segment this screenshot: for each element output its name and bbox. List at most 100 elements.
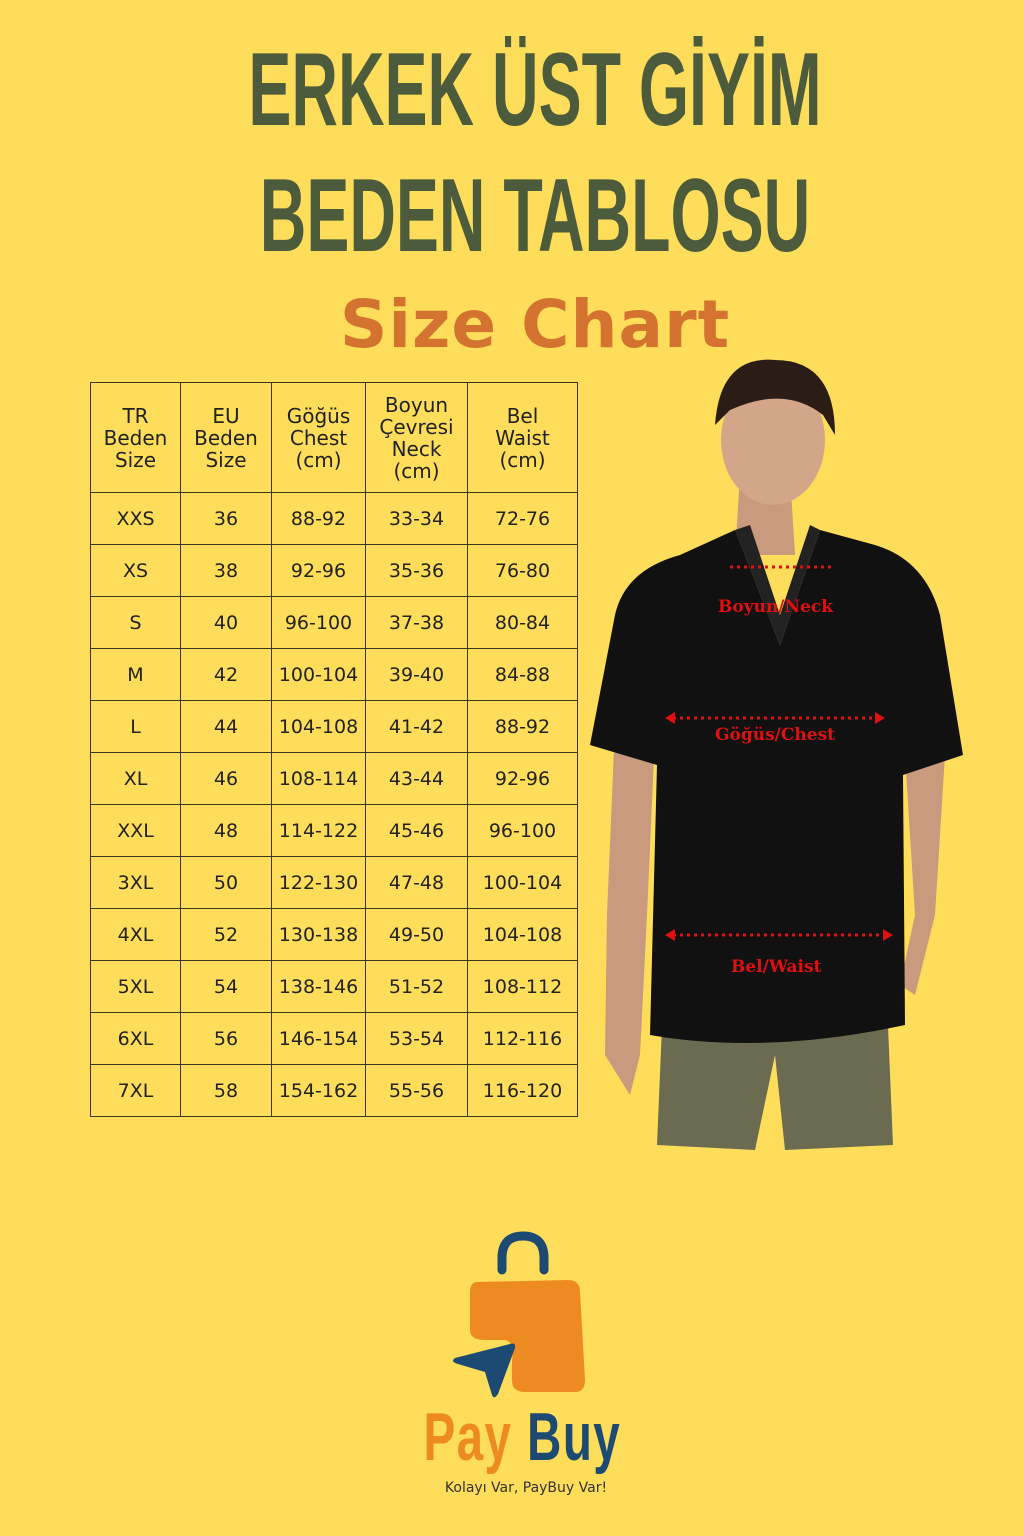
- table-row: S 40 96-100 37-38 80-84: [90, 596, 578, 649]
- table-row: XXL 48 114-122 45-46 96-100: [90, 804, 578, 857]
- table-cell: 4XL: [90, 908, 181, 961]
- table-row: 5XL 54 138-146 51-52 108-112: [90, 960, 578, 1013]
- table-cell: 55-56: [365, 1064, 468, 1117]
- table-cell: 33-34: [365, 492, 468, 545]
- table-cell: 7XL: [90, 1064, 181, 1117]
- header-line: Size: [205, 447, 247, 472]
- table-cell: 44: [180, 700, 272, 753]
- size-table: TR Beden Size EU Beden Size Göğüs Chest (cm) Boyu…: [90, 382, 578, 1117]
- table-cell: 46: [180, 752, 272, 805]
- table-cell: 104-108: [467, 908, 578, 961]
- table-cell: 112-116: [467, 1012, 578, 1065]
- model-photo: Boyun/Neck Göğüs/Chest Bel/Waist: [585, 355, 965, 1150]
- table-cell: 58: [180, 1064, 272, 1117]
- table-cell: 39-40: [365, 648, 468, 701]
- table-cell: 92-96: [467, 752, 578, 805]
- table-cell: XXS: [90, 492, 181, 545]
- table-cell: 108-114: [271, 752, 366, 805]
- size-chart-subtitle: Size Chart: [339, 286, 731, 363]
- brand-pay: Pay: [423, 1399, 513, 1475]
- table-row: 6XL 56 146-154 53-54 112-116: [90, 1012, 578, 1065]
- table-cell: 104-108: [271, 700, 366, 753]
- brand-buy: Buy: [527, 1399, 622, 1475]
- table-cell: 114-122: [271, 804, 366, 857]
- table-cell: L: [90, 700, 181, 753]
- header-line: Chest: [289, 425, 348, 450]
- table-cell: 80-84: [467, 596, 578, 649]
- header-line: Çevresi: [379, 414, 454, 439]
- table-cell: 47-48: [365, 856, 468, 909]
- table-cell: 5XL: [90, 960, 181, 1013]
- table-cell: 49-50: [365, 908, 468, 961]
- table-cell: 100-104: [271, 648, 366, 701]
- table-row: XS 38 92-96 35-36 76-80: [90, 544, 578, 597]
- table-cell: 138-146: [271, 960, 366, 1013]
- header-line: TR: [122, 403, 149, 428]
- table-cell: 36: [180, 492, 272, 545]
- table-cell: 54: [180, 960, 272, 1013]
- table-cell: 130-138: [271, 908, 366, 961]
- header-line: (cm): [393, 458, 440, 483]
- column-header: Boyun Çevresi Neck (cm): [365, 382, 468, 493]
- column-header: Göğüs Chest (cm): [271, 382, 366, 493]
- table-cell: 43-44: [365, 752, 468, 805]
- header-line: Göğüs: [286, 403, 351, 428]
- table-cell: 88-92: [467, 700, 578, 753]
- header-line: Beden: [194, 425, 258, 450]
- table-cell: S: [90, 596, 181, 649]
- header-line: Bel: [506, 403, 539, 428]
- table-cell: 6XL: [90, 1012, 181, 1065]
- table-cell: M: [90, 648, 181, 701]
- table-cell: 50: [180, 856, 272, 909]
- paybuy-logo: [430, 1230, 630, 1450]
- table-row: M 42 100-104 39-40 84-88: [90, 648, 578, 701]
- table-row: 7XL 58 154-162 55-56 116-120: [90, 1064, 578, 1117]
- header-line: Waist: [495, 425, 550, 450]
- table-row: XL 46 108-114 43-44 92-96: [90, 752, 578, 805]
- table-cell: 96-100: [271, 596, 366, 649]
- table-cell: 41-42: [365, 700, 468, 753]
- column-header: Bel Waist (cm): [467, 382, 578, 493]
- table-cell: 3XL: [90, 856, 181, 909]
- table-cell: 72-76: [467, 492, 578, 545]
- table-cell: 92-96: [271, 544, 366, 597]
- table-cell: 116-120: [467, 1064, 578, 1117]
- table-cell: 84-88: [467, 648, 578, 701]
- table-cell: 35-36: [365, 544, 468, 597]
- brand-name: Pay Buy: [157, 1398, 889, 1476]
- header-line: Neck: [391, 436, 442, 461]
- waist-label: Bel/Waist: [731, 957, 822, 977]
- column-header: EU Beden Size: [180, 382, 272, 493]
- title-line-1: ERKEK ÜST GİYİM: [248, 32, 822, 148]
- table-cell: XS: [90, 544, 181, 597]
- table-cell: 76-80: [467, 544, 578, 597]
- table-row: L 44 104-108 41-42 88-92: [90, 700, 578, 753]
- table-cell: 56: [180, 1012, 272, 1065]
- header-line: Size: [114, 447, 157, 472]
- table-row: XXS 36 88-92 33-34 72-76: [90, 492, 578, 545]
- table-cell: 53-54: [365, 1012, 468, 1065]
- header-line: (cm): [499, 447, 546, 472]
- table-row: 4XL 52 130-138 49-50 104-108: [90, 908, 578, 961]
- table-cell: XXL: [90, 804, 181, 857]
- table-header-row: TR Beden Size EU Beden Size Göğüs Chest (cm) Boyu…: [90, 382, 578, 493]
- header-line: Beden: [103, 425, 168, 450]
- table-cell: 122-130: [271, 856, 366, 909]
- table-cell: 45-46: [365, 804, 468, 857]
- table-cell: 100-104: [467, 856, 578, 909]
- chest-label: Göğüs/Chest: [715, 725, 836, 745]
- table-cell: 108-112: [467, 960, 578, 1013]
- table-cell: 48: [180, 804, 272, 857]
- title-line-2: BEDEN TABLOSU: [259, 158, 811, 274]
- header-line: (cm): [295, 447, 342, 472]
- table-cell: 154-162: [271, 1064, 366, 1117]
- table-cell: 146-154: [271, 1012, 366, 1065]
- table-cell: 51-52: [365, 960, 468, 1013]
- column-header: TR Beden Size: [90, 382, 181, 493]
- table-cell: 88-92: [271, 492, 366, 545]
- brand-tagline: Kolayı Var, PayBuy Var!: [444, 1480, 608, 1496]
- table-cell: XL: [90, 752, 181, 805]
- table-cell: 37-38: [365, 596, 468, 649]
- table-cell: 40: [180, 596, 272, 649]
- header-line: EU: [212, 403, 240, 428]
